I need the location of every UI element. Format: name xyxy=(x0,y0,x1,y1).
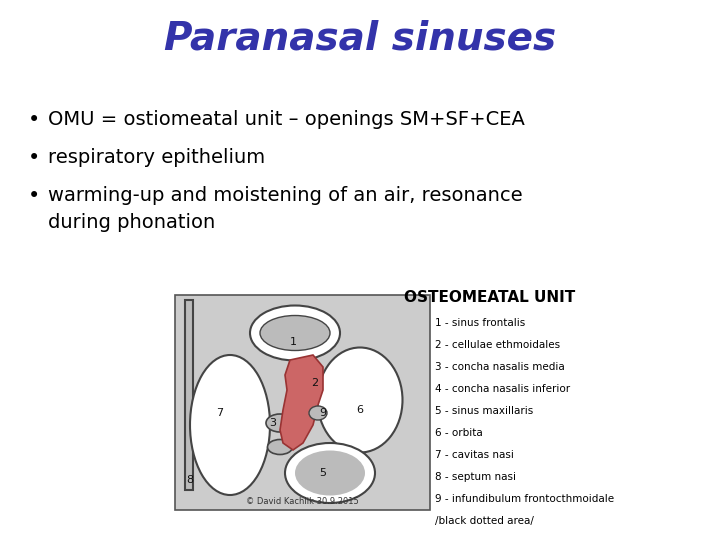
Text: 3 - concha nasalis media: 3 - concha nasalis media xyxy=(435,362,564,372)
Ellipse shape xyxy=(260,315,330,350)
Ellipse shape xyxy=(296,374,314,396)
Text: 1: 1 xyxy=(289,337,297,347)
Text: © David Kachlik 30.9.2015: © David Kachlik 30.9.2015 xyxy=(246,497,359,506)
Text: 8 - septum nasi: 8 - septum nasi xyxy=(435,472,516,482)
Text: 9: 9 xyxy=(320,408,327,418)
Bar xyxy=(175,295,430,510)
Ellipse shape xyxy=(291,369,319,401)
Ellipse shape xyxy=(309,406,327,420)
Ellipse shape xyxy=(190,355,270,495)
Text: Paranasal sinuses: Paranasal sinuses xyxy=(164,19,556,57)
Text: OSTEOMEATAL UNIT: OSTEOMEATAL UNIT xyxy=(405,290,575,305)
Text: 7 - cavitas nasi: 7 - cavitas nasi xyxy=(435,450,514,460)
Text: 6 - orbita: 6 - orbita xyxy=(435,428,482,438)
Text: •: • xyxy=(28,148,40,168)
Text: 3: 3 xyxy=(269,418,276,428)
Text: •: • xyxy=(28,110,40,130)
Ellipse shape xyxy=(285,443,375,503)
Text: 8: 8 xyxy=(186,475,194,485)
Polygon shape xyxy=(280,355,323,450)
Text: OMU = ostiomeatal unit – openings SM+SF+CEA: OMU = ostiomeatal unit – openings SM+SF+… xyxy=(48,110,525,129)
Text: 7: 7 xyxy=(217,408,224,418)
Ellipse shape xyxy=(268,440,292,455)
Text: 1 - sinus frontalis: 1 - sinus frontalis xyxy=(435,318,526,328)
Bar xyxy=(185,300,193,490)
Text: 5: 5 xyxy=(320,468,326,478)
Text: /black dotted area/: /black dotted area/ xyxy=(435,516,534,526)
Text: 6: 6 xyxy=(356,405,364,415)
Text: 5 - sinus maxillaris: 5 - sinus maxillaris xyxy=(435,406,534,416)
Text: respiratory epithelium: respiratory epithelium xyxy=(48,148,265,167)
Ellipse shape xyxy=(295,450,365,496)
Text: •: • xyxy=(28,186,40,206)
Text: 2: 2 xyxy=(312,378,318,388)
Ellipse shape xyxy=(250,306,340,361)
Text: warming-up and moistening of an air, resonance
during phonation: warming-up and moistening of an air, res… xyxy=(48,186,523,232)
Text: 2 - cellulae ethmoidales: 2 - cellulae ethmoidales xyxy=(435,340,560,350)
Ellipse shape xyxy=(318,348,402,453)
Ellipse shape xyxy=(266,414,294,432)
Text: 9 - infundibulum frontocthmoidale: 9 - infundibulum frontocthmoidale xyxy=(435,494,614,504)
Text: 4 - concha nasalis inferior: 4 - concha nasalis inferior xyxy=(435,384,570,394)
